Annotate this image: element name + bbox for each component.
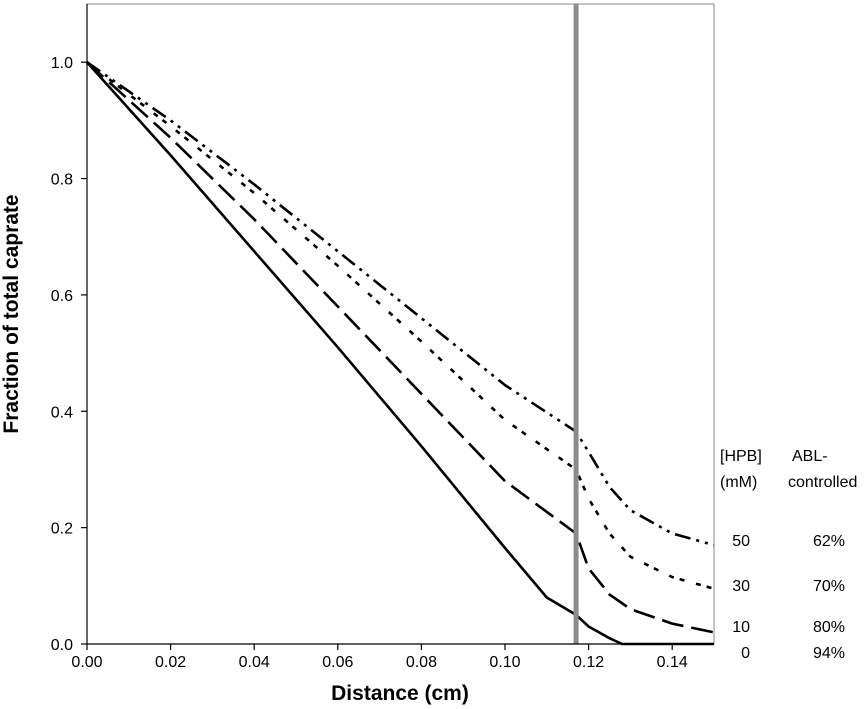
- y-tick-label: 0.0: [51, 637, 73, 654]
- legend-header-hpb-line2: (mM): [720, 474, 757, 491]
- y-tick-label: 0.4: [51, 404, 73, 421]
- y-tick-label: 0.2: [51, 521, 73, 538]
- legend-header-abl-line1: ABL-: [792, 448, 828, 465]
- legend: [HPB] (mM) ABL- controlled 0 94% 10 80% 30 70…: [720, 448, 857, 662]
- ticks-layer: 0.00 0.02 0.04 0.06 0.08 0.10 0.12 0.14 0.0 0.2 0.…: [51, 55, 688, 671]
- series-line-hpb-10: [86, 61, 715, 634]
- legend-header-hpb-line1: [HPB]: [720, 448, 762, 465]
- x-tick-label: 0.08: [406, 654, 437, 671]
- legend-hpb-value: 0: [741, 645, 750, 662]
- legend-abl-value: 62%: [813, 533, 845, 550]
- legend-hpb-value: 10: [732, 619, 750, 636]
- x-tick-label: 0.04: [239, 654, 270, 671]
- legend-header-abl-line2: controlled: [788, 474, 857, 491]
- x-tick-label: 0.10: [489, 654, 520, 671]
- x-tick-label: 0.02: [155, 654, 186, 671]
- x-axis-title: Distance (cm): [331, 682, 469, 705]
- x-tick-label: 0.14: [657, 654, 688, 671]
- y-tick-label: 0.6: [51, 288, 73, 305]
- y-axis-title: Fraction of total caprate: [0, 194, 23, 433]
- x-tick-label: 0.06: [322, 654, 353, 671]
- x-tick-label: 0.12: [573, 654, 604, 671]
- series-line-hpb-50: [86, 61, 715, 547]
- legend-hpb-value: 50: [732, 533, 750, 550]
- y-tick-label: 0.8: [51, 172, 73, 189]
- legend-abl-value: 70%: [813, 578, 845, 595]
- series-line-hpb-30: [86, 61, 715, 590]
- legend-abl-value: 80%: [813, 619, 845, 636]
- plot-area: [86, 3, 715, 645]
- series-layer: [86, 61, 715, 646]
- legend-abl-value: 94%: [813, 645, 845, 662]
- legend-hpb-value: 30: [732, 578, 750, 595]
- y-tick-label: 1.0: [51, 55, 73, 72]
- x-tick-label: 0.00: [71, 654, 102, 671]
